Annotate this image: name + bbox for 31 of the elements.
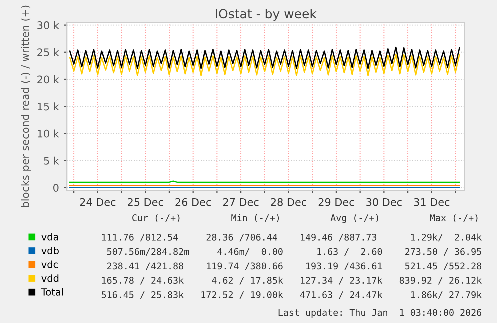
text: 516.45 / 25.83k 172.52 / 19.00k 471.63 / 24.47k 1.86k/ 27.79k	[102, 291, 482, 300]
y-tick-label: 30 k	[38, 21, 60, 30]
text: 507.56m/284.82m 4.46m/ 0.00 1.63 / 2.60 273.50 / 36.95	[107, 248, 482, 256]
x-tick-label: 27 Dec	[223, 198, 259, 206]
line-series	[69, 46, 460, 70]
text: 165.78 / 24.63k 4.62 / 17.85k 127.34 / 23.17k 839.92 / 26.12k	[102, 276, 482, 285]
text: Cur (-/+) Min (-/+) Avg (-/+) Max (-/+)	[132, 214, 478, 224]
text: 238.41 /421.88 119.74 /380.66 193.19 /436.61 521.45 /552.28	[108, 262, 482, 270]
x-tick-label: 26 Dec	[176, 198, 212, 206]
y-axis-title: blocks per second read (-) / written (+)	[21, 6, 32, 208]
legend-label: vdb	[42, 247, 59, 255]
x-tick-label: 31 Dec	[414, 198, 450, 206]
legend-label: Total	[41, 288, 64, 296]
line-series	[69, 54, 460, 76]
y-tick-label: 20 k	[38, 76, 60, 84]
text: Last update: Thu Jan 1 03:40:00 2026	[278, 309, 482, 318]
x-tick-label: 30 Dec	[366, 198, 402, 206]
x-tick-label: 28 Dec	[271, 198, 306, 206]
chart-title: IOstat - by week	[216, 8, 317, 22]
y-tick-label: 15 k	[38, 102, 60, 111]
text: 111.76 /812.54 28.36 /706.44 149.46 /887.73 1.29k/ 2.04k	[102, 234, 482, 242]
x-tick-label: 25 Dec	[128, 198, 164, 206]
y-tick-label: 5 k	[44, 156, 60, 165]
y-tick-label: 0	[54, 184, 59, 192]
legend-label: vdd	[42, 274, 59, 282]
legend-label: vdc	[42, 260, 58, 268]
y-tick-label: 25 k	[38, 48, 60, 57]
x-tick-label: 29 Dec	[318, 198, 354, 206]
y-tick-label: 10 k	[38, 130, 60, 138]
legend-label: vda	[42, 233, 58, 241]
x-tick-label: 24 Dec	[80, 198, 116, 206]
